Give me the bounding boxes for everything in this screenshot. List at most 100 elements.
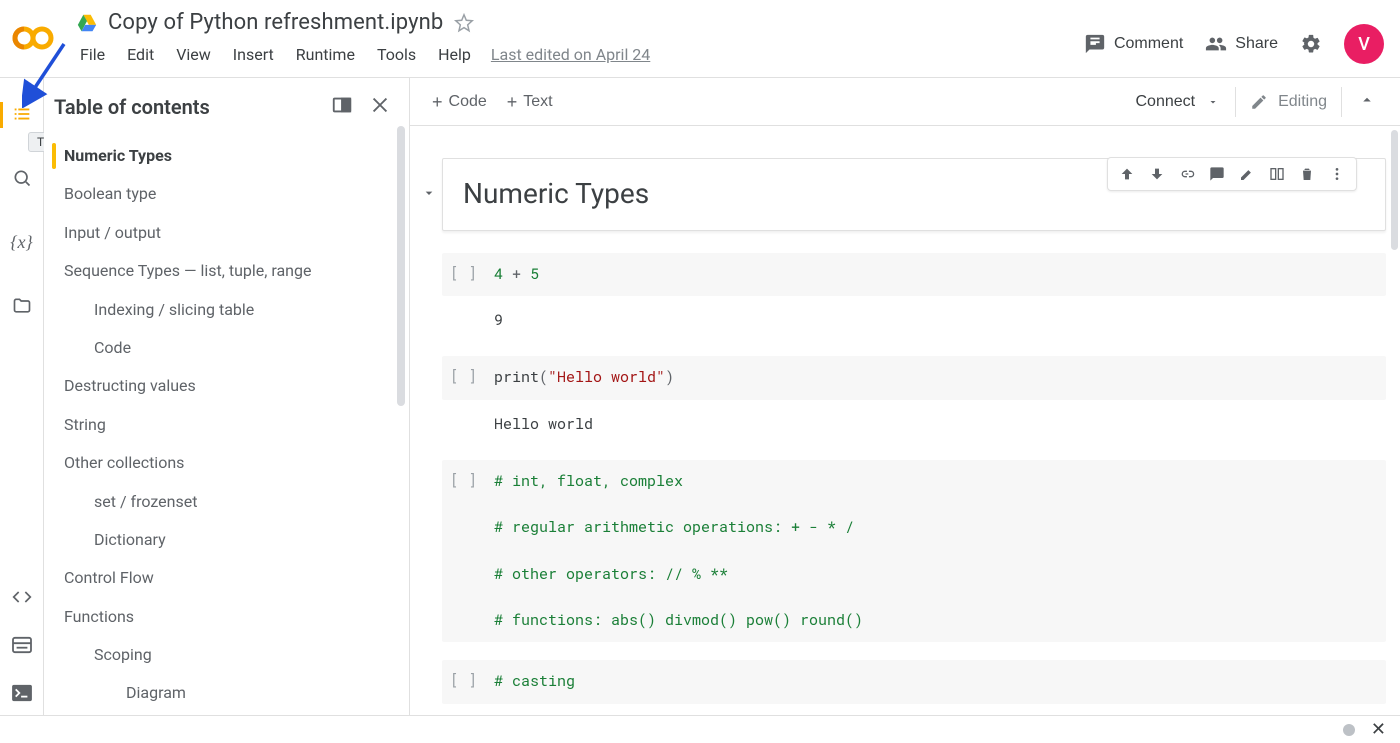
plus-icon: + — [432, 93, 443, 111]
cell-delete-button[interactable] — [1294, 162, 1320, 186]
rail-snippets-button[interactable] — [10, 585, 34, 609]
code-cell-1[interactable]: [ ] 4 + 5 — [442, 253, 1386, 296]
rail-terminal-button[interactable] — [10, 681, 34, 705]
arrow-up-icon — [1119, 166, 1135, 182]
title-block: Copy of Python refreshment.ipynb File Ed… — [76, 6, 1084, 72]
toc-item[interactable]: Other collections — [44, 444, 409, 482]
add-text-button[interactable]: + Text — [497, 87, 563, 117]
cell-toolbar — [1107, 157, 1357, 191]
toc-item[interactable]: Indexing / slicing table — [44, 291, 409, 329]
window-icon — [331, 94, 353, 116]
cell-comment-button[interactable] — [1204, 162, 1230, 186]
arrow-down-icon — [1149, 166, 1165, 182]
settings-button[interactable] — [1300, 33, 1322, 55]
status-indicator — [1343, 724, 1355, 736]
toc-item[interactable]: String — [44, 406, 409, 444]
cell-run-prompt[interactable]: [ ] — [450, 263, 478, 286]
toc-list[interactable]: Numeric TypesBoolean typeInput / outputS… — [44, 133, 409, 715]
star-icon[interactable] — [453, 12, 475, 34]
text-cell-heading[interactable]: Numeric Types — [442, 158, 1386, 231]
code-body[interactable]: 4 + 5 — [494, 263, 539, 286]
comment-icon — [1209, 166, 1225, 182]
rail-files-button[interactable] — [10, 294, 34, 318]
rail-variables-button[interactable]: {x} — [10, 230, 34, 254]
code-cell-2[interactable]: [ ] print("Hello world") — [442, 356, 1386, 399]
menu-view[interactable]: View — [174, 43, 213, 66]
toc-item[interactable]: Sequence Types — list, tuple, range — [44, 252, 409, 290]
notebook-scrollbar[interactable] — [1391, 130, 1398, 250]
toc-item[interactable]: Boolean type — [44, 175, 409, 213]
toc-item[interactable]: Scoping — [44, 636, 409, 674]
toc-item[interactable]: Numeric Types — [44, 137, 409, 175]
mirror-icon — [1269, 166, 1285, 182]
toc-item[interactable]: Dictionary — [44, 521, 409, 559]
toc-panel: Table of contents Numeric TypesBoolean t… — [44, 78, 410, 715]
cell-edit-button[interactable] — [1234, 162, 1260, 186]
share-label: Share — [1235, 35, 1278, 53]
toc-popout-button[interactable] — [327, 90, 357, 123]
rail-search-button[interactable] — [10, 166, 34, 190]
cell-mirror-button[interactable] — [1264, 162, 1290, 186]
avatar-initial: V — [1358, 34, 1370, 55]
toc-item[interactable]: Destructing values — [44, 367, 409, 405]
menu-runtime[interactable]: Runtime — [294, 43, 357, 66]
share-button[interactable]: Share — [1205, 33, 1278, 55]
code-cell-3[interactable]: [ ] # int, float, complex # regular arit… — [442, 460, 1386, 643]
chevron-down-icon — [1207, 96, 1219, 108]
left-rail: Table of contents {x} — [0, 78, 44, 715]
chevron-up-icon — [1358, 91, 1376, 109]
toc-item[interactable]: Input / output — [44, 214, 409, 252]
menu-bar: File Edit View Insert Runtime Tools Help… — [76, 35, 1084, 72]
toc-item[interactable]: set / frozenset — [44, 483, 409, 521]
connect-button[interactable]: Connect — [1123, 87, 1231, 117]
toc-scrollbar[interactable] — [397, 126, 405, 406]
menu-file[interactable]: File — [78, 43, 107, 66]
layout-icon — [11, 636, 33, 654]
toc-item[interactable]: Code — [44, 329, 409, 367]
avatar[interactable]: V — [1344, 24, 1384, 64]
code-body[interactable]: # int, float, complex # regular arithmet… — [494, 470, 863, 633]
editing-mode-button[interactable]: Editing — [1235, 87, 1342, 117]
last-edited-link[interactable]: Last edited on April 24 — [491, 45, 650, 64]
cell-link-button[interactable] — [1174, 162, 1200, 186]
more-vert-icon — [1329, 166, 1345, 182]
plus-icon: + — [507, 93, 518, 111]
menu-insert[interactable]: Insert — [231, 43, 276, 66]
drive-icon — [76, 12, 98, 34]
cell-move-down-button[interactable] — [1144, 162, 1170, 186]
rail-command-button[interactable] — [10, 633, 34, 657]
menu-edit[interactable]: Edit — [125, 43, 156, 66]
statusbar-close-button[interactable]: ✕ — [1371, 719, 1386, 740]
cell-run-prompt[interactable]: [ ] — [450, 470, 478, 633]
cell-move-up-button[interactable] — [1114, 162, 1140, 186]
cell-more-button[interactable] — [1324, 162, 1350, 186]
add-code-button[interactable]: + Code — [422, 87, 497, 117]
add-text-label: Text — [523, 93, 552, 111]
close-icon — [369, 94, 391, 116]
code-cell-4[interactable]: [ ] # casting — [442, 660, 1386, 703]
add-code-label: Code — [449, 93, 487, 111]
menu-help[interactable]: Help — [436, 43, 473, 66]
code-body[interactable]: print("Hello world") — [494, 366, 674, 389]
pencil-icon — [1250, 93, 1268, 111]
cell-run-prompt[interactable]: [ ] — [450, 670, 478, 693]
rail-active-indicator — [0, 102, 3, 128]
gear-icon — [1300, 33, 1322, 55]
triangle-down-icon — [421, 185, 437, 201]
menu-tools[interactable]: Tools — [375, 43, 418, 66]
search-icon — [12, 168, 32, 188]
toc-close-button[interactable] — [365, 90, 395, 123]
cell-run-prompt[interactable]: [ ] — [450, 366, 478, 389]
collapse-toolbar-button[interactable] — [1346, 85, 1388, 118]
toc-item[interactable]: Control Flow — [44, 559, 409, 597]
trash-icon — [1299, 166, 1315, 182]
rail-toc-button[interactable] — [10, 102, 34, 126]
toc-item[interactable]: Functions — [44, 598, 409, 636]
comment-button[interactable]: Comment — [1084, 33, 1183, 55]
document-title[interactable]: Copy of Python refreshment.ipynb — [108, 10, 443, 35]
cell-collapse-toggle[interactable] — [421, 185, 439, 203]
code-body[interactable]: # casting — [494, 670, 575, 693]
notebook-area: Numeric Types [ ] 4 + 5 9 [ ] print("Hel… — [410, 126, 1400, 715]
colab-logo[interactable] — [12, 16, 56, 60]
toc-item[interactable]: Diagram — [44, 674, 409, 712]
